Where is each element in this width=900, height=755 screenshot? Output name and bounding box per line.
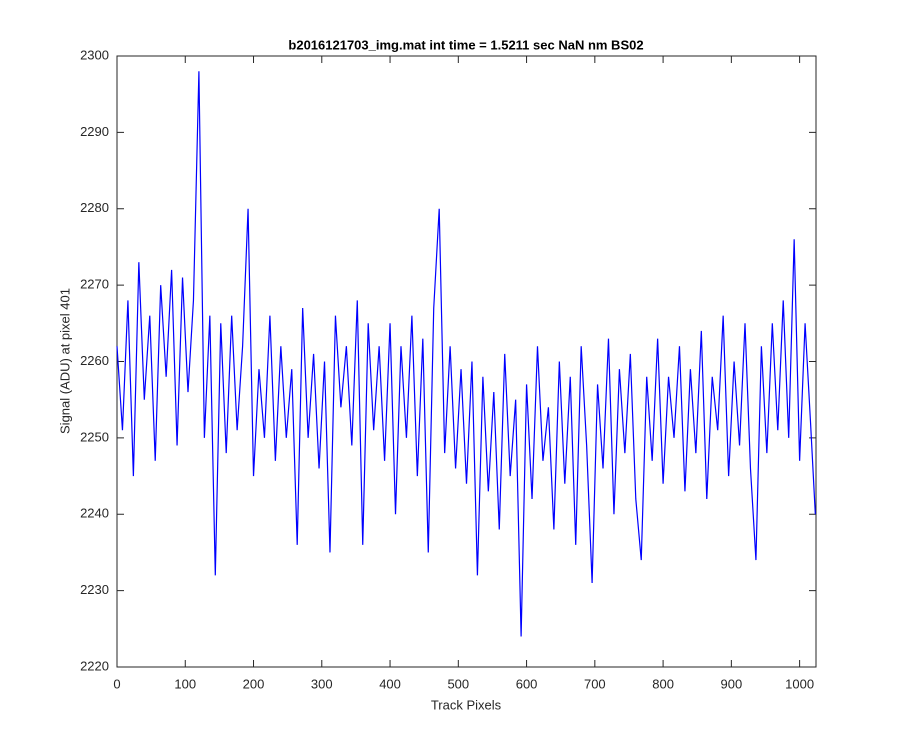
- x-tick-label: 400: [379, 676, 401, 691]
- x-axis-label: Track Pixels: [431, 697, 502, 712]
- y-tick-label: 2270: [80, 277, 109, 292]
- x-tick-label: 0: [113, 676, 120, 691]
- y-tick-label: 2280: [80, 200, 109, 215]
- y-tick-label: 2230: [80, 582, 109, 597]
- y-tick-label: 2290: [80, 124, 109, 139]
- y-tick-label: 2300: [80, 47, 109, 62]
- y-tick-label: 2240: [80, 506, 109, 521]
- y-tick-label: 2220: [80, 658, 109, 673]
- x-tick-label: 1000: [785, 676, 814, 691]
- x-tick-label: 700: [584, 676, 606, 691]
- y-axis-label: Signal (ADU) at pixel 401: [57, 288, 72, 434]
- y-tick-label: 2250: [80, 429, 109, 444]
- x-tick-label: 300: [311, 676, 333, 691]
- chart-title: b2016121703_img.mat int time = 1.5211 se…: [288, 37, 643, 52]
- x-tick-label: 200: [243, 676, 265, 691]
- x-tick-label: 600: [516, 676, 538, 691]
- x-tick-label: 500: [447, 676, 469, 691]
- y-tick-label: 2260: [80, 353, 109, 368]
- x-tick-label: 900: [721, 676, 743, 691]
- data-line: [116, 71, 816, 637]
- x-tick-label: 800: [652, 676, 674, 691]
- x-tick-label: 100: [174, 676, 196, 691]
